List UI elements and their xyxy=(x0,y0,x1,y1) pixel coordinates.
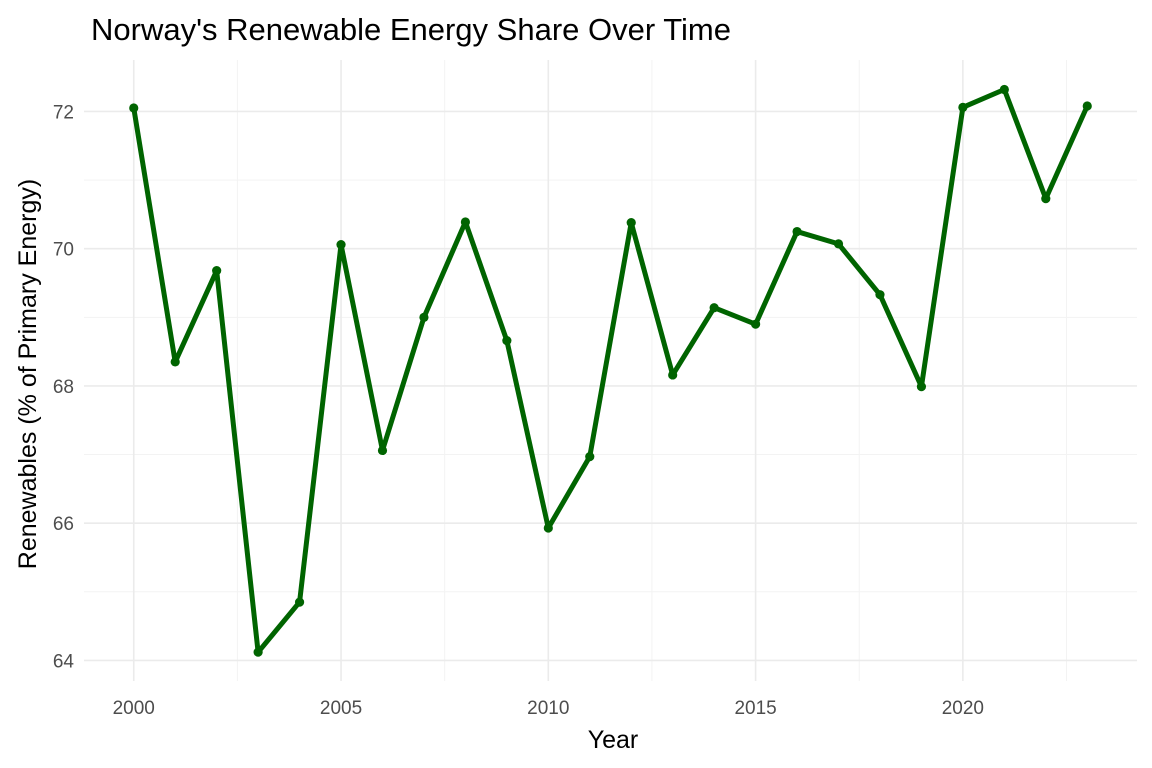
y-tick-label: 66 xyxy=(53,514,74,535)
major-gridlines xyxy=(84,60,1137,681)
x-tick-label: 2020 xyxy=(942,698,984,719)
data-point xyxy=(999,84,1009,95)
data-point xyxy=(626,218,636,228)
y-axis-ticks: 64 66 68 70 72 xyxy=(53,102,75,672)
data-point xyxy=(336,239,346,250)
x-axis-title: Year xyxy=(588,726,639,754)
data-point xyxy=(792,226,802,237)
data-point xyxy=(502,336,512,346)
data-point xyxy=(1082,101,1092,111)
data-point xyxy=(833,239,844,249)
x-tick-label: 2010 xyxy=(527,698,569,719)
data-point xyxy=(377,445,388,456)
data-point xyxy=(668,370,678,380)
data-point xyxy=(253,647,263,657)
data-point xyxy=(294,597,305,607)
data-point xyxy=(585,452,595,462)
data-point xyxy=(875,290,885,300)
chart-title: Norway's Renewable Energy Share Over Tim… xyxy=(91,12,731,47)
data-point xyxy=(1041,194,1051,204)
x-tick-label: 2000 xyxy=(113,698,155,719)
data-point xyxy=(750,319,761,329)
y-tick-label: 68 xyxy=(53,377,74,398)
data-point xyxy=(460,217,471,227)
data-point xyxy=(543,523,553,533)
data-point xyxy=(958,102,968,112)
series-line xyxy=(131,87,1090,655)
x-axis-ticks: 2000 2005 2010 2015 2020 xyxy=(113,698,984,719)
x-tick-label: 2015 xyxy=(734,698,776,719)
data-point xyxy=(170,357,180,367)
minor-gridlines xyxy=(84,60,1137,681)
data-point xyxy=(709,303,719,313)
y-tick-label: 72 xyxy=(53,102,74,123)
data-point xyxy=(212,266,222,276)
y-tick-label: 70 xyxy=(53,240,74,261)
data-point xyxy=(916,382,927,392)
x-tick-label: 2005 xyxy=(320,698,362,719)
y-tick-label: 64 xyxy=(53,651,75,672)
data-point xyxy=(129,103,139,113)
data-point xyxy=(419,312,429,322)
y-axis-title: Renewables (% of Primary Energy) xyxy=(14,179,42,569)
series-layer xyxy=(129,84,1092,657)
